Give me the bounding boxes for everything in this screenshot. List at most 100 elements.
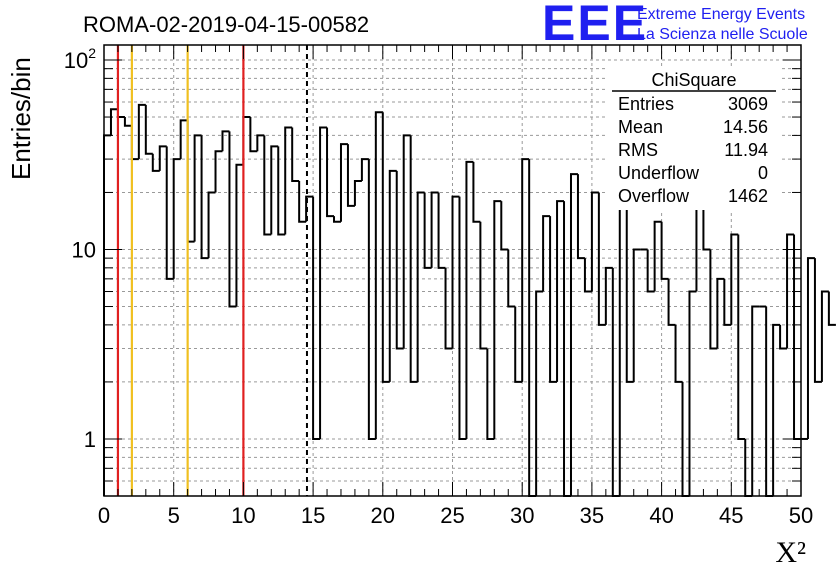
histogram-bin [479,221,488,350]
histogram-bin [172,158,181,279]
x-tick-label: 5 [168,503,180,528]
histogram-bin [319,126,328,439]
histogram-bin [653,220,662,292]
x-tick-label: 50 [789,503,813,528]
stats-row-label: Underflow [618,163,700,183]
histogram-bin [193,134,202,242]
stats-name: ChiSquare [651,70,736,90]
histogram-bin [144,104,153,155]
histogram-bin [625,184,634,383]
histogram-bin [688,290,697,496]
histogram-bin [472,161,481,223]
stats-row-label: RMS [618,140,658,160]
histogram-bin [597,192,606,326]
histogram-bin [291,127,300,182]
histogram-bin [165,146,174,280]
histogram-bin [430,191,439,268]
histogram-bin [646,249,655,293]
stats-row-value: 0 [758,163,768,183]
histogram-bin [367,159,376,440]
histogram-bin [709,249,718,350]
histogram-bin [458,196,467,440]
y-tick-label: 1 [84,427,96,452]
histogram-bin [207,191,216,259]
histogram-bin [521,158,530,382]
histogram-bin [674,324,683,383]
histogram-bin [632,248,641,382]
histogram-bin [228,131,237,308]
histogram-bin [737,234,746,440]
y-tick-labels: 1 10 102 [64,45,96,452]
run-title: ROMA-02-2019-04-15-00582 [83,12,369,37]
histogram-bin [235,163,244,307]
histogram-bin [813,258,822,383]
histogram-bin [590,191,599,292]
histogram-bin [486,348,495,440]
histogram-bin [535,290,544,496]
histogram-bin [723,278,732,326]
histogram-bin [402,134,411,349]
y-tick-label: 102 [64,45,96,73]
histogram-bin [200,135,209,260]
histogram-bin [381,112,390,383]
histogram-bin [827,291,836,326]
x-tick-label: 15 [301,503,325,528]
histogram-bin [137,103,146,160]
histogram-bin [326,127,335,218]
histogram-bin [702,192,711,251]
histogram-bin [123,117,132,127]
x-tick-label: 40 [649,503,673,528]
histogram-bin [820,290,829,382]
histogram-bin [569,173,578,496]
histogram-bin [444,267,453,350]
stats-row-value: 3069 [728,94,768,114]
histogram-bin [556,200,565,382]
stats-row-label: Mean [618,117,663,137]
histogram-bin [305,195,314,222]
histogram-bin [353,179,362,206]
histogram-bin [528,159,537,497]
reference-lines [116,45,308,496]
histogram-bin [298,180,307,223]
histogram-bin [416,191,425,382]
histogram-bin [423,192,432,269]
histogram-bin [437,192,446,269]
histogram-bin [465,160,474,439]
logo-line-1: Extreme Energy Events [637,6,805,23]
histogram-bin [263,135,272,236]
histogram-bin [618,183,627,496]
x-tick-label: 10 [231,503,255,528]
histogram-bin [360,158,369,181]
histogram-bin [256,134,265,152]
histogram-bin [395,170,404,350]
x-axis-label: X² [775,536,806,569]
histogram-bin [493,200,502,439]
histogram-bin [751,305,760,496]
histogram-bin [667,278,676,326]
histogram-bin [388,169,397,382]
x-tick-label: 20 [371,503,395,528]
histogram-bin [158,145,167,171]
histogram-bin [793,234,801,440]
histogram-bin [103,134,111,496]
y-axis-label: Entries/bin [6,57,36,180]
y-tick-label: 10 [72,237,96,262]
eee-logo: EEE Extreme Energy Events La Scienza nel… [542,0,808,51]
histogram-bin [409,135,418,383]
stats-rows: Entries 3069 Mean 14.56 RMS 11.94 Underflow 0 Ov… [618,94,768,206]
histogram-bin [500,201,509,251]
histogram-bin [576,174,585,260]
histogram-bin [109,108,118,136]
eee-logo-mark: EEE [542,0,648,51]
histogram-bin [514,306,523,383]
axes [103,44,802,497]
histogram-bin [604,266,613,325]
histogram-bin [312,196,321,440]
histogram-bin [716,277,725,349]
x-tick-label: 35 [580,503,604,528]
histogram-bin [583,258,592,293]
histogram-bin [542,215,551,292]
histogram-bin [549,216,558,383]
histogram-bin [277,146,286,236]
histogram-bin [214,150,223,193]
